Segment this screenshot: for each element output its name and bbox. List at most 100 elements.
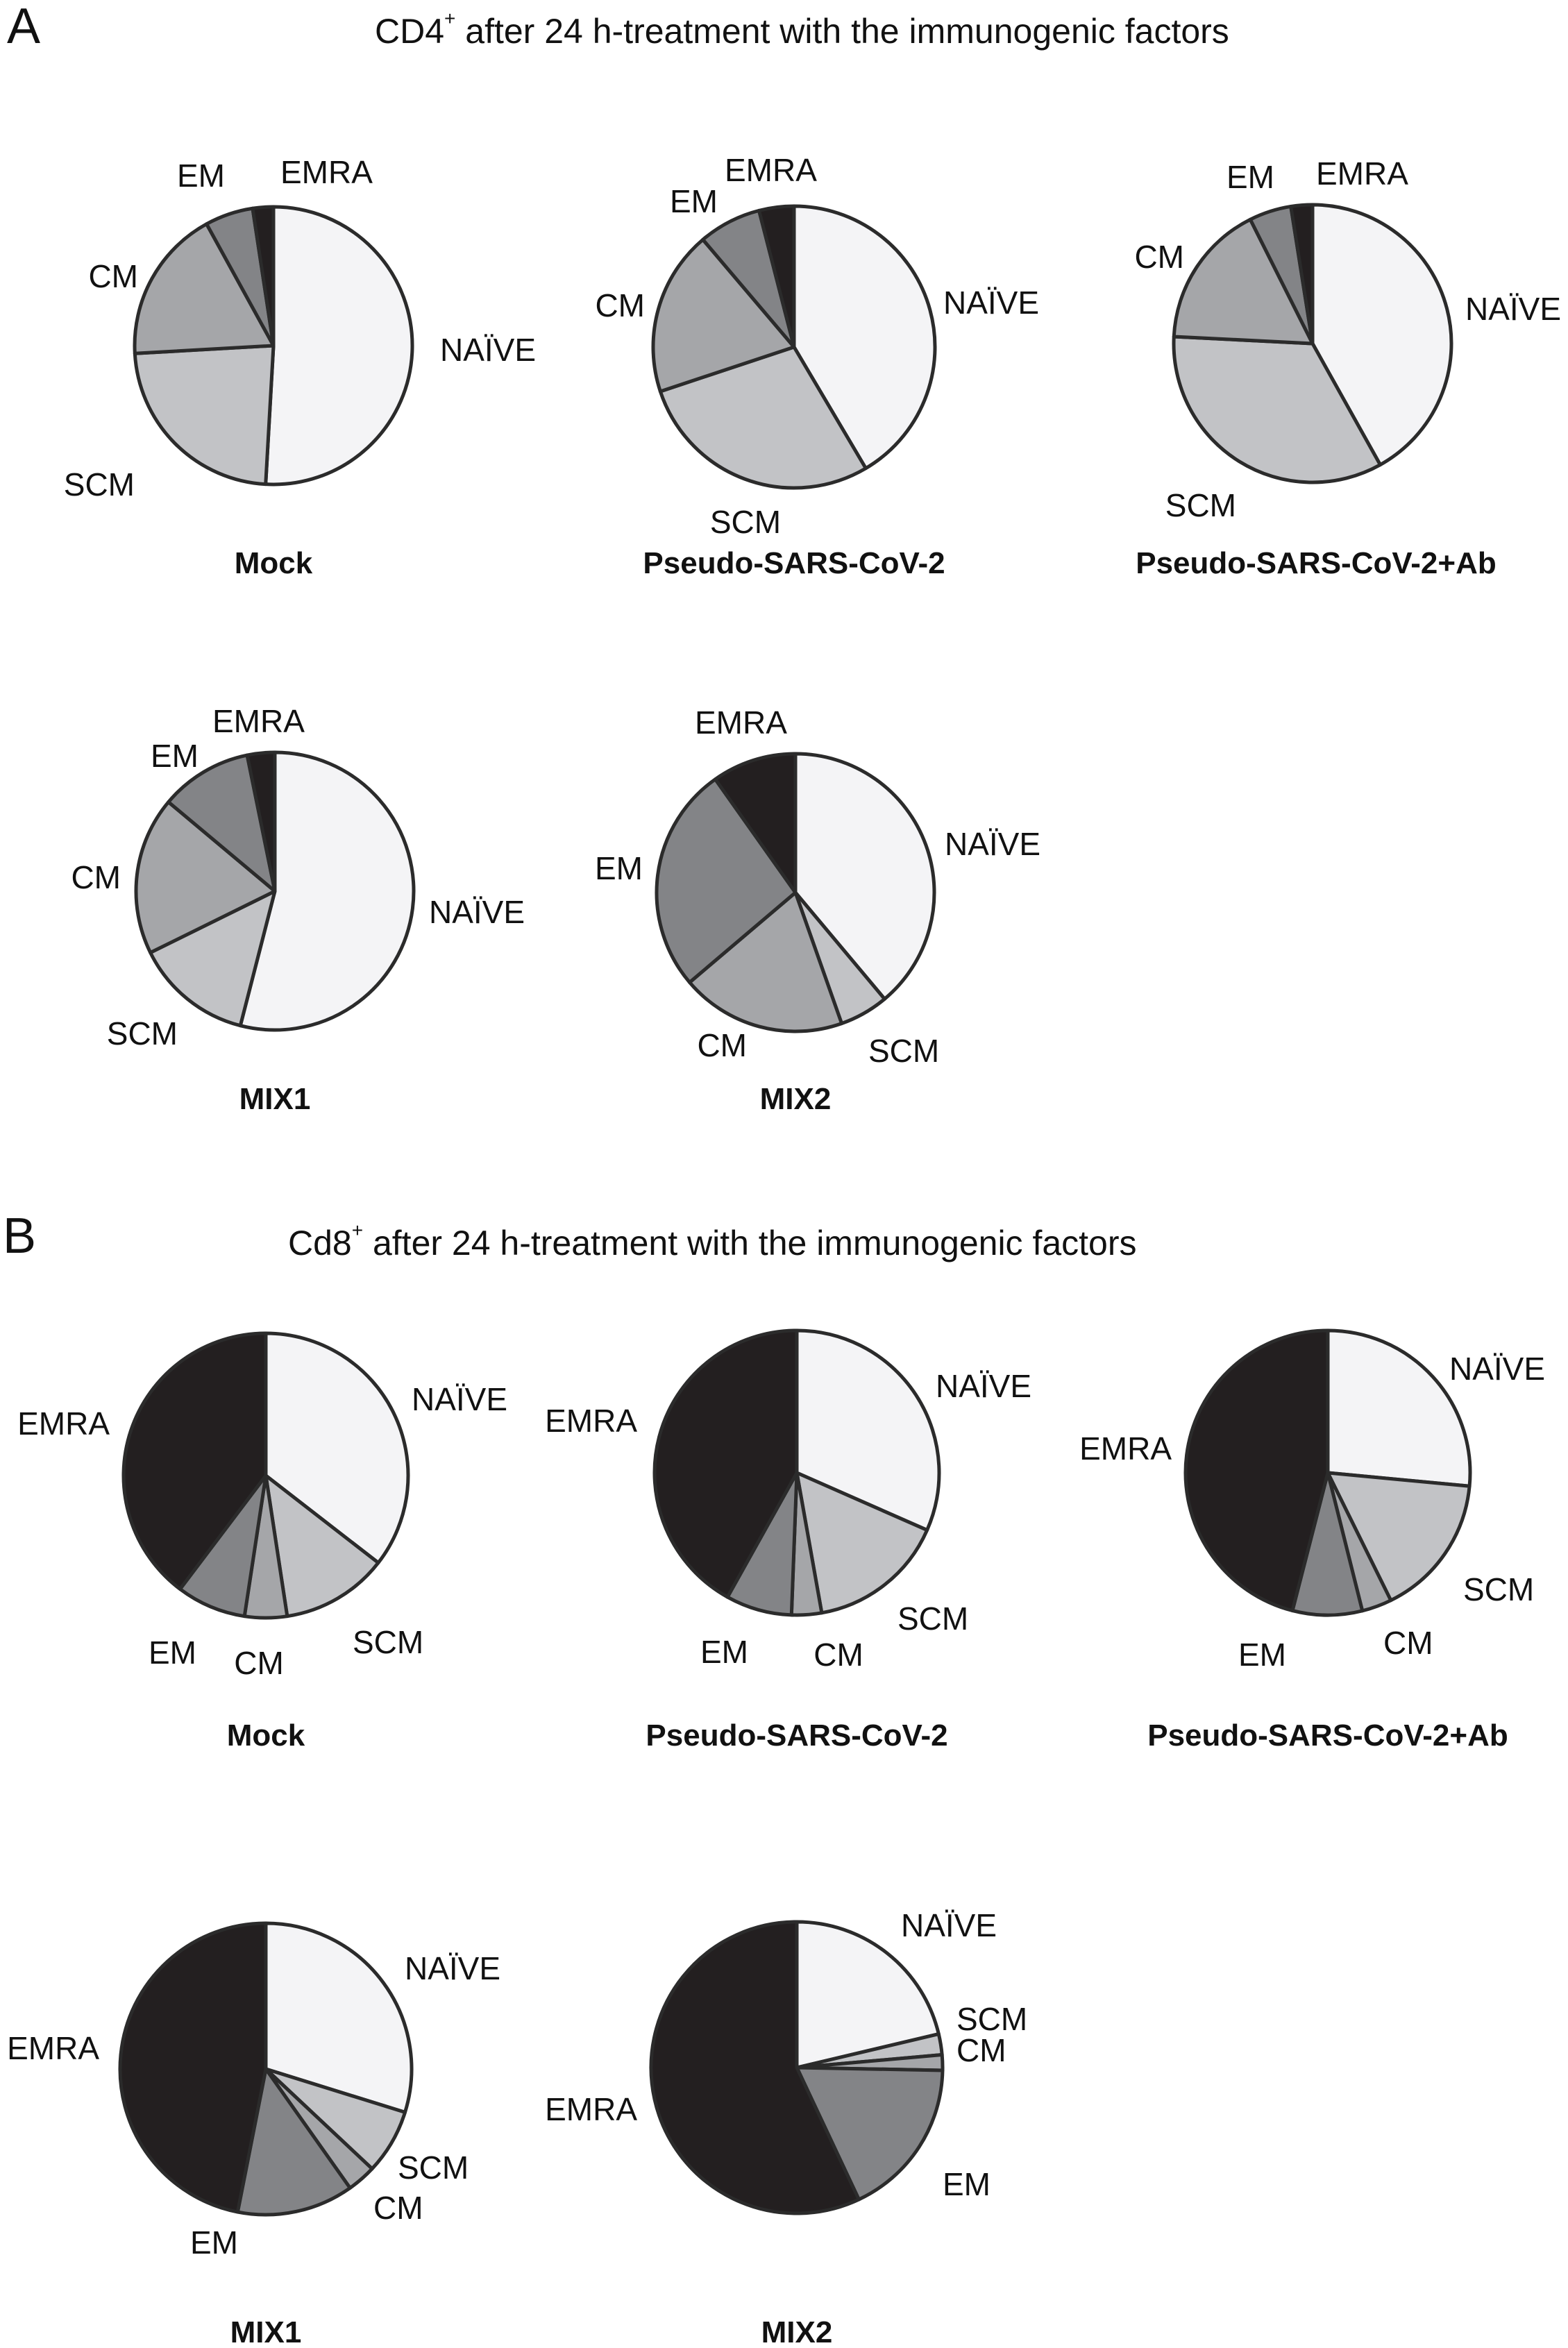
slice-label-scm: SCM [1165, 487, 1236, 523]
pie-a-pseudo-sars-cov-2-ab: NAÏVE SCM CM EM EMRA Pseudo-SARS-CoV-2+Ab [1134, 155, 1561, 580]
pie-caption: MIX2 [760, 1082, 832, 1116]
slice-label-cm: CM [1383, 1625, 1433, 1661]
slice-em [655, 777, 798, 984]
slice-naive [1326, 1328, 1472, 1488]
slice-label-scm: SCM [956, 2001, 1027, 2037]
slice-scm [1172, 335, 1382, 484]
slice-label-emra: EMRA [280, 154, 373, 190]
slice-label-scm: SCM [1463, 1571, 1534, 1607]
slice-label-naive: NAÏVE [943, 285, 1039, 321]
slice-em [235, 2067, 352, 2217]
slice-naive [1310, 203, 1453, 467]
slice-label-em: EM [700, 1634, 748, 1670]
panel-b-title-main: Cd8 [288, 1224, 352, 1262]
slice-label-em: EM [1226, 159, 1274, 195]
slice-label-emra: EMRA [7, 2030, 99, 2066]
pie-caption: MIX1 [230, 2315, 302, 2348]
panel-a-title: CD4+ after 24 h-treatment with the immun… [375, 8, 1229, 51]
slice-naive [264, 1331, 410, 1565]
slice-em [795, 2066, 945, 2202]
slice-label-scm: SCM [868, 1033, 939, 1069]
pie-caption: Pseudo-SARS-CoV-2+Ab [1147, 1718, 1508, 1752]
panel-letter-b: B [3, 1208, 36, 1264]
slice-label-scm: SCM [353, 1624, 423, 1660]
slice-emra [713, 752, 798, 895]
slice-naive [795, 1920, 941, 2070]
slice-label-cm: CM [595, 287, 645, 323]
slice-label-scm: SCM [398, 2149, 469, 2186]
slice-emra [118, 1921, 268, 2214]
slice-naive [264, 1921, 414, 2114]
slice-label-em: EM [670, 183, 718, 219]
slice-label-emra: EMRA [545, 2091, 637, 2127]
slice-cm [134, 800, 277, 955]
slice-label-scm: SCM [710, 504, 781, 540]
slice-label-naive: NAÏVE [405, 1950, 500, 1986]
slice-label-emra: EMRA [17, 1405, 110, 1442]
slice-label-cm: CM [71, 859, 121, 895]
slice-cm [133, 222, 276, 355]
slice-label-emra: EMRA [212, 703, 305, 739]
slice-naive [795, 1328, 941, 1532]
panel-letter-a: A [7, 0, 40, 54]
slice-scm [149, 889, 277, 1028]
slice-label-em: EM [177, 158, 225, 194]
panel-a-title-main: CD4 [375, 12, 444, 51]
slice-label-naive: NAÏVE [440, 332, 536, 368]
slice-emra [245, 750, 277, 893]
slice-em [167, 753, 277, 893]
slice-cm [688, 890, 844, 1033]
slice-label-scm: SCM [897, 1600, 968, 1637]
slice-label-emra: EMRA [695, 704, 787, 741]
pie-b-pseudo-sars-cov-2: NAÏVE SCM CM EM EMRA Pseudo-SARS-CoV-2 [545, 1328, 1031, 1752]
slice-label-em: EM [1238, 1637, 1286, 1673]
pie-caption: Pseudo-SARS-CoV-2+Ab [1136, 546, 1497, 580]
slice-scm [264, 1473, 380, 1619]
slice-label-em: EM [943, 2166, 990, 2202]
slice-label-cm: CM [1134, 239, 1184, 275]
slice-label-em: EM [595, 850, 643, 886]
slice-label-emra: EMRA [545, 1403, 637, 1439]
pie-b-mix1: NAÏVE SCM CM EM EMRA MIX1 [7, 1921, 500, 2348]
slice-label-cm: CM [956, 2032, 1006, 2068]
slice-label-cm: CM [88, 258, 138, 294]
panel-a-title-sup: + [444, 8, 455, 29]
slice-label-cm: CM [697, 1027, 747, 1063]
pie-caption: Pseudo-SARS-CoV-2 [643, 546, 945, 580]
slice-cm [1172, 217, 1315, 346]
pie-a-mix2: NAÏVE SCM CM EM EMRA MIX2 [595, 704, 1040, 1116]
pie-caption: Mock [227, 1718, 305, 1752]
slice-label-em: EM [151, 738, 199, 774]
slice-emra [649, 1920, 861, 2215]
slice-emra [251, 205, 276, 348]
slice-label-emra: EMRA [1316, 155, 1408, 192]
slice-label-naive: NAÏVE [936, 1368, 1031, 1404]
slice-label-naive: NAÏVE [945, 826, 1040, 862]
slice-label-naive: NAÏVE [1449, 1351, 1545, 1387]
pie-caption: MIX1 [239, 1082, 311, 1116]
pie-caption: Pseudo-SARS-CoV-2 [646, 1718, 947, 1752]
slice-label-cm: CM [813, 1637, 863, 1673]
slice-naive [264, 205, 414, 487]
pie-a-mix1: NAÏVE SCM CM EM EMRA MIX1 [71, 703, 525, 1116]
slice-label-naive: NAÏVE [1465, 291, 1561, 327]
slice-label-emra: EMRA [725, 152, 817, 188]
slice-label-naive: NAÏVE [429, 894, 525, 930]
slice-emra [121, 1331, 268, 1591]
slice-emra [1289, 203, 1315, 346]
slice-label-emra: EMRA [1079, 1430, 1172, 1467]
slice-scm [658, 345, 868, 490]
slice-emra [1183, 1328, 1330, 1613]
slice-label-cm: CM [234, 1645, 284, 1681]
pie-a-mock: NAÏVE SCM CM EM EMRA Mock [64, 154, 536, 580]
slice-label-cm: CM [373, 2190, 423, 2226]
slice-naive [793, 752, 936, 1001]
slice-label-em: EM [149, 1635, 196, 1671]
panel-b-title-sup: + [352, 1219, 363, 1241]
panel-b-title: Cd8+ after 24 h-treatment with the immun… [288, 1219, 1137, 1262]
slice-cm [651, 237, 796, 394]
pie-b-mock: NAÏVE SCM CM EM EMRA Mock [17, 1331, 507, 1752]
slice-label-scm: SCM [64, 466, 135, 502]
